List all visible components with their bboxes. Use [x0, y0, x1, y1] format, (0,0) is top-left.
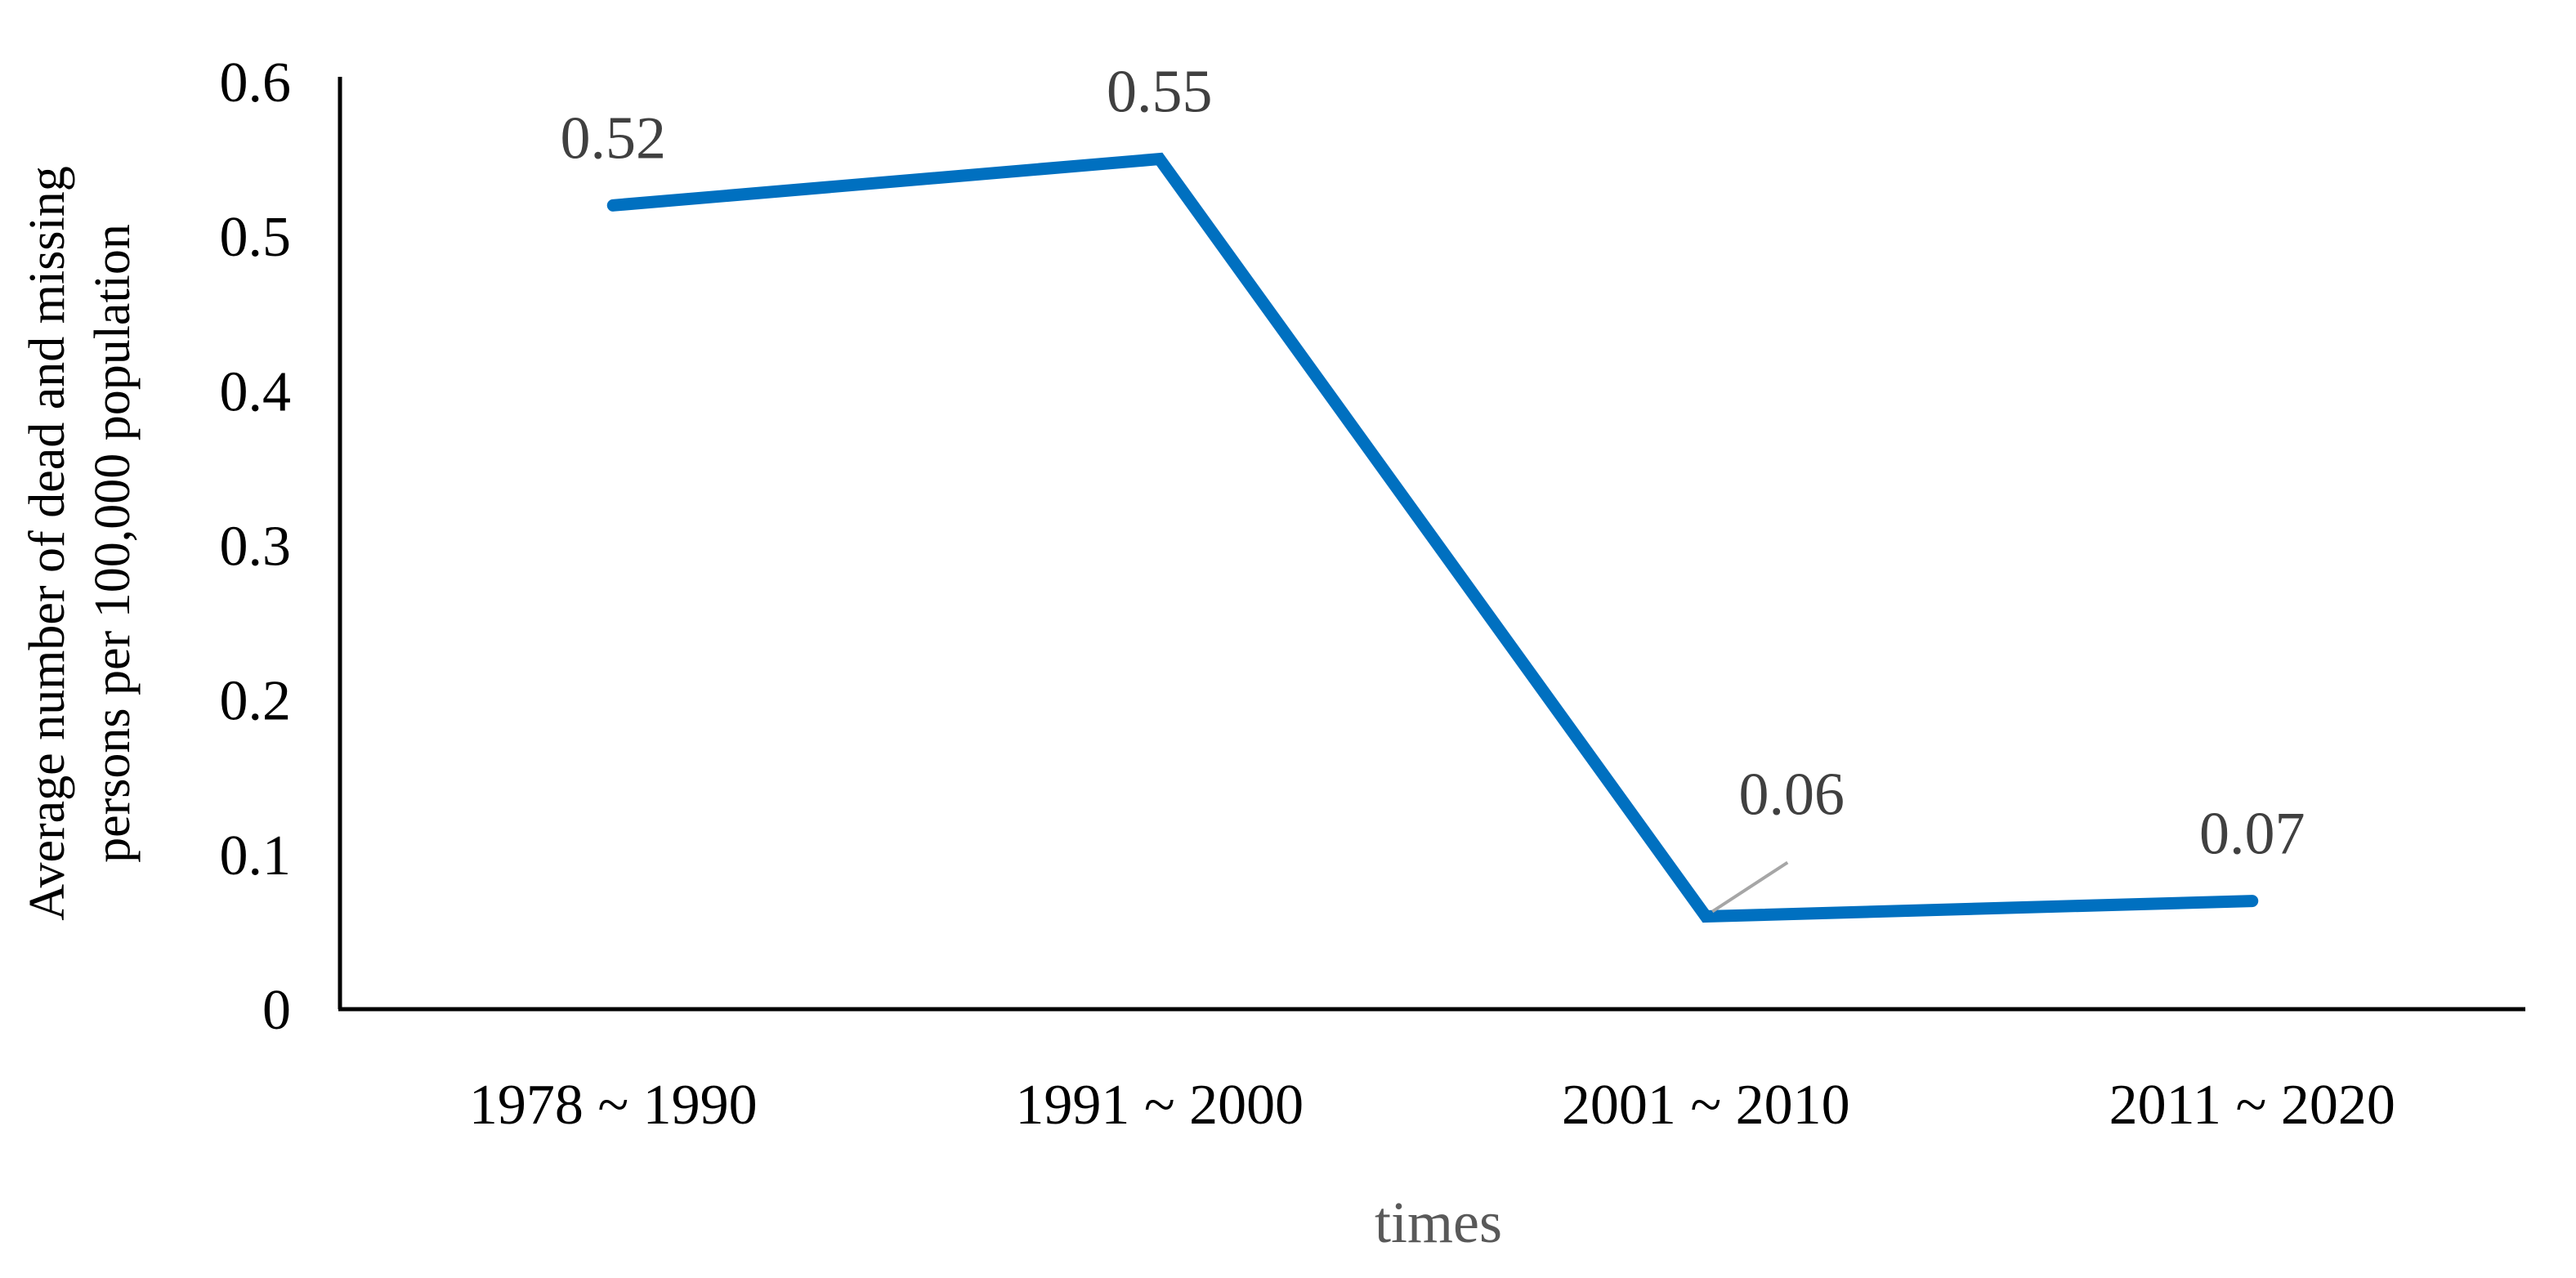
- data-label: 0.06: [1739, 762, 1845, 829]
- x-tick-label: 2011 ~ 2020: [2109, 1074, 2395, 1137]
- y-tick-label: 0.3: [220, 516, 292, 579]
- x-tick-label: 2001 ~ 2010: [1562, 1074, 1850, 1137]
- data-label: 0.07: [2199, 801, 2305, 868]
- y-axis-title-line-2: persons per 100,000 population: [85, 224, 141, 863]
- x-tick-label: 1991 ~ 2000: [1015, 1074, 1304, 1137]
- x-axis-title: times: [1375, 1190, 1502, 1255]
- y-tick-label: 0.1: [220, 824, 292, 887]
- data-label: 0.52: [561, 105, 667, 172]
- data-label: 0.55: [1107, 59, 1213, 126]
- y-tick-label: 0.4: [220, 360, 292, 423]
- y-tick-label: 0.6: [220, 51, 292, 114]
- y-axis-title: Average number of dead and missing perso…: [20, 166, 141, 920]
- series-line: [606, 152, 2259, 923]
- x-tick-label: 1978 ~ 1990: [469, 1074, 758, 1137]
- y-axis-title-line-1: Average number of dead and missing: [20, 166, 75, 920]
- y-tick-label: 0.5: [220, 206, 292, 269]
- data-label-leader: [1711, 860, 1789, 914]
- y-tick-label: 0.2: [220, 670, 292, 733]
- y-tick-label: 0: [262, 979, 291, 1042]
